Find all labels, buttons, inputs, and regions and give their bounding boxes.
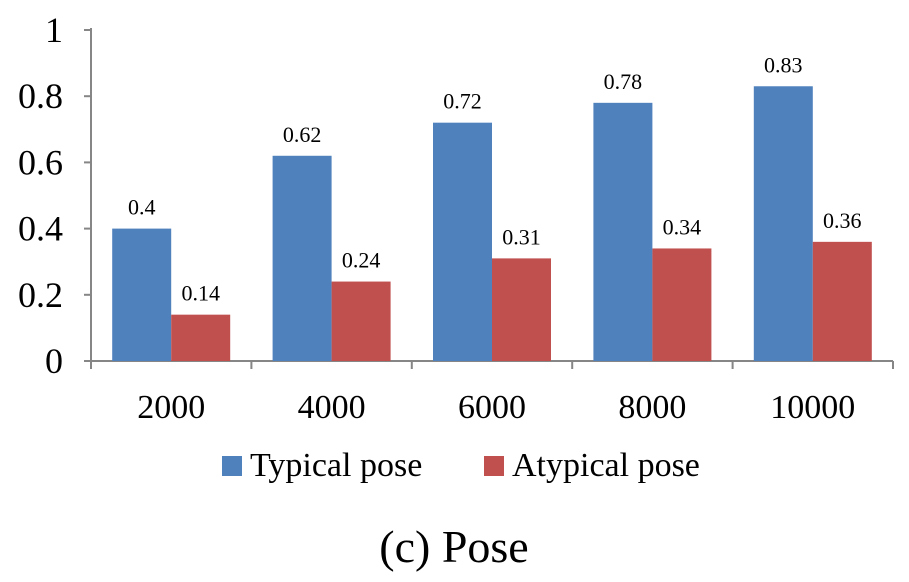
y-tick-label: 0.4 xyxy=(18,209,63,249)
x-tick-label: 2000 xyxy=(137,389,205,426)
legend-swatch-atypical xyxy=(484,456,504,476)
data-label: 0.72 xyxy=(443,89,482,114)
bar-typical-4000 xyxy=(272,155,332,361)
bar-typical-6000 xyxy=(433,122,492,362)
data-label: 0.36 xyxy=(823,208,862,233)
x-tick-label: 6000 xyxy=(458,389,526,426)
y-axis: 0 0.2 0.4 0.6 0.8 1 xyxy=(18,10,92,381)
bar-atypical-10000 xyxy=(812,241,872,361)
data-label: 0.78 xyxy=(604,69,643,94)
y-tick-label: 1 xyxy=(45,10,63,50)
bar-typical-8000 xyxy=(593,102,653,361)
data-label: 0.62 xyxy=(283,122,322,147)
x-tick-label: 8000 xyxy=(618,389,686,426)
bars xyxy=(112,86,872,362)
data-label: 0.83 xyxy=(764,52,803,77)
data-label: 0.24 xyxy=(342,248,381,273)
data-label: 0.31 xyxy=(502,224,541,249)
legend-label-typical: Typical pose xyxy=(250,447,422,484)
bar-atypical-2000 xyxy=(171,314,231,361)
legend-swatch-typical xyxy=(222,456,242,476)
bar-atypical-4000 xyxy=(331,281,391,361)
data-labels: 0.4 0.14 0.62 0.24 0.72 0.31 0.78 0.34 0.83 0.36 xyxy=(128,52,862,305)
y-tick-label: 0.2 xyxy=(18,275,63,315)
x-tick-label: 4000 xyxy=(298,389,366,426)
figure-caption: (c) Pose xyxy=(379,521,528,572)
legend-label-atypical: Atypical pose xyxy=(512,447,700,484)
bar-typical-2000 xyxy=(112,228,172,361)
y-tick-label: 0.6 xyxy=(18,142,63,182)
data-label: 0.14 xyxy=(181,281,220,306)
y-tick-label: 0.8 xyxy=(18,76,63,116)
data-label: 0.34 xyxy=(663,214,702,239)
legend: Typical pose Atypical pose xyxy=(222,447,700,484)
bar-atypical-6000 xyxy=(492,258,551,361)
data-label: 0.4 xyxy=(128,195,156,220)
bar-atypical-8000 xyxy=(652,248,712,361)
bar-typical-10000 xyxy=(753,86,813,362)
y-tick-label: 0 xyxy=(45,341,63,381)
x-axis: 2000 4000 6000 8000 10000 xyxy=(90,360,894,426)
x-tick-label: 10000 xyxy=(770,389,855,426)
